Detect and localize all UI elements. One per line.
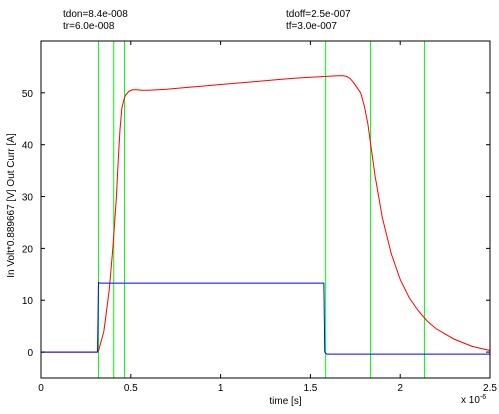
y-tick-label-1: 10 bbox=[22, 296, 34, 307]
switching-on-annotation: tdon=8.4e-008 tr=6.0e-008 bbox=[63, 9, 128, 33]
y-tick-label-3: 30 bbox=[22, 193, 34, 204]
tdon-annotation: tdon=8.4e-008 bbox=[63, 9, 128, 20]
y-tick-label-2: 20 bbox=[22, 244, 34, 255]
tr-annotation: tr=6.0e-008 bbox=[63, 21, 115, 32]
x-axis-exponent-power: -6 bbox=[480, 394, 486, 401]
x-tick-label-2: 1 bbox=[218, 383, 224, 394]
y-tick-label-0: 0 bbox=[27, 348, 33, 359]
tf-annotation: tf=3.0e-007 bbox=[286, 21, 337, 32]
x-tick-label-1: 0.5 bbox=[124, 383, 138, 394]
output-current-line bbox=[41, 75, 491, 353]
x-axis-exponent-base: x 10 bbox=[461, 395, 480, 406]
vertical-markers bbox=[97, 41, 425, 378]
y-axis-label: In Volt*0.889667 [V] Out Curr [A] bbox=[6, 133, 17, 278]
axes-box bbox=[40, 40, 491, 379]
x-tick-label-5: 2.5 bbox=[483, 383, 497, 394]
series-lines bbox=[41, 75, 491, 355]
y-tick-label-5: 50 bbox=[22, 89, 34, 100]
x-tick-label-3: 1.5 bbox=[303, 383, 317, 394]
y-tick-label-4: 40 bbox=[22, 141, 34, 152]
x-tick-label-4: 2 bbox=[397, 383, 403, 394]
input-voltage-line bbox=[41, 281, 490, 355]
switching-off-annotation: tdoff=2.5e-007 tf=3.0e-007 bbox=[286, 9, 351, 33]
axis-ticks: 0 0.5 1 1.5 2 2.5 0 10 20 30 40 50 bbox=[22, 41, 497, 394]
tdoff-annotation: tdoff=2.5e-007 bbox=[286, 9, 351, 20]
x-axis-exponent: x 10-6 bbox=[461, 394, 486, 406]
x-tick-label-0: 0 bbox=[38, 383, 44, 394]
x-axis-label: time [s] bbox=[269, 396, 301, 407]
